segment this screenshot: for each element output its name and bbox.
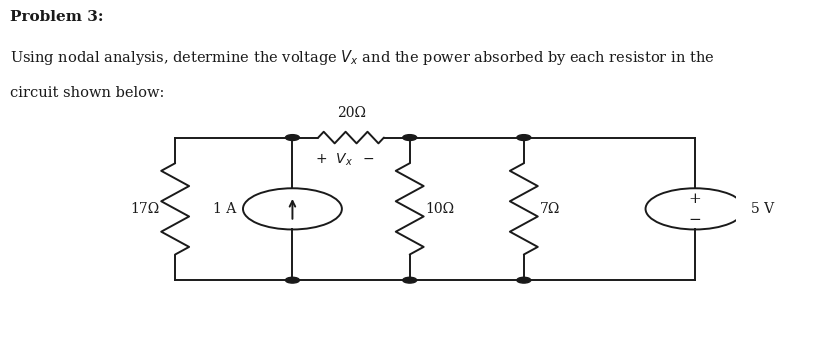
Text: Using nodal analysis, determine the voltage $V_x$ and the power absorbed by each: Using nodal analysis, determine the volt… xyxy=(10,48,714,67)
Text: Problem 3:: Problem 3: xyxy=(10,10,103,24)
Text: 20Ω: 20Ω xyxy=(336,106,366,120)
Circle shape xyxy=(517,135,531,141)
Text: 17Ω: 17Ω xyxy=(130,202,160,216)
Text: +: + xyxy=(689,192,701,206)
Text: 10Ω: 10Ω xyxy=(425,202,455,216)
Text: 5 V: 5 V xyxy=(751,202,774,216)
Text: 7Ω: 7Ω xyxy=(540,202,560,216)
Text: circuit shown below:: circuit shown below: xyxy=(10,86,164,100)
Circle shape xyxy=(285,135,299,141)
Text: 1 A: 1 A xyxy=(213,202,236,216)
Circle shape xyxy=(402,135,416,141)
Circle shape xyxy=(517,277,531,283)
Circle shape xyxy=(285,277,299,283)
Circle shape xyxy=(402,277,416,283)
Text: −: − xyxy=(689,213,701,227)
Text: $+\ \ V_x\ \ -$: $+\ \ V_x\ \ -$ xyxy=(315,152,375,168)
